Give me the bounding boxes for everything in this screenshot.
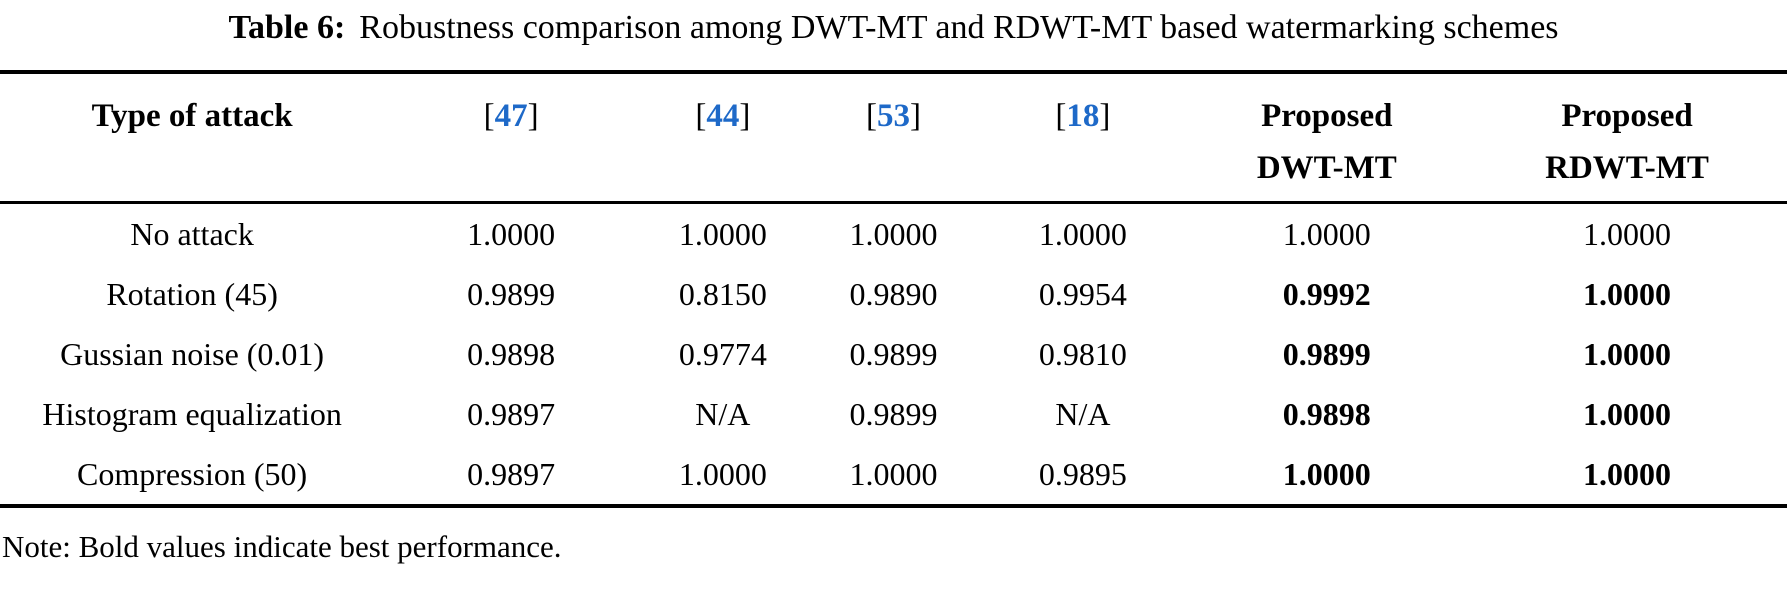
bracket: ] — [527, 98, 539, 134]
bracket: ] — [1099, 98, 1111, 134]
table-row-compression: Compression (50) 0.9897 1.0000 1.0000 0.… — [0, 444, 1787, 506]
table-header-row: Type of attack [47] [44] [53] [18] Propo… — [0, 72, 1787, 202]
table-caption: Table 6: Robustness comparison among DWT-… — [0, 4, 1787, 70]
proposed-dwt-line2: DWT-MT — [1256, 150, 1397, 186]
value-cell: 0.9897 — [467, 455, 556, 492]
attack-type-cell: Histogram equalization — [42, 395, 342, 432]
value-cell: 0.8150 — [678, 275, 767, 312]
value-cell: 1.0000 — [1583, 335, 1672, 372]
table-row-histogram-equalization: Histogram equalization 0.9897 N/A 0.9899… — [0, 384, 1787, 444]
table-caption-label: Table 6: — [228, 9, 346, 46]
citation-link-44[interactable]: 44 — [706, 98, 740, 134]
proposed-dwt-line1: Proposed — [1261, 98, 1393, 134]
table-note: Note: Bold values indicate best performa… — [2, 528, 562, 564]
value-cell: 1.0000 — [849, 215, 938, 252]
attack-type-cell: Compression (50) — [77, 455, 308, 492]
value-cell: 0.9898 — [467, 335, 556, 372]
proposed-rdwt-line2: RDWT-MT — [1545, 150, 1709, 186]
value-cell: 0.9890 — [849, 275, 938, 312]
table-caption-text: Robustness comparison among DWT-MT and R… — [359, 9, 1559, 46]
value-cell: 1.0000 — [678, 455, 767, 492]
col-header-citation-44: [44] — [638, 72, 808, 202]
col-header-proposed-rdwt-mt: Proposed RDWT-MT — [1467, 72, 1787, 202]
robustness-comparison-table: Type of attack [47] [44] [53] [18] Propo… — [0, 70, 1787, 508]
table-row-no-attack: No attack 1.0000 1.0000 1.0000 1.0000 1.… — [0, 202, 1787, 264]
attack-type-cell: No attack — [130, 215, 254, 252]
attack-type-cell: Rotation (45) — [106, 275, 278, 312]
value-cell: 0.9992 — [1282, 275, 1371, 312]
value-cell: 0.9899 — [849, 335, 938, 372]
attack-type-cell: Gussian noise (0.01) — [60, 335, 325, 372]
col-header-proposed-dwt-mt: Proposed DWT-MT — [1187, 72, 1468, 202]
value-cell: 0.9899 — [1282, 335, 1371, 372]
col-header-citation-53: [53] — [808, 72, 980, 202]
table-row-rotation: Rotation (45) 0.9899 0.8150 0.9890 0.995… — [0, 264, 1787, 324]
bracket: ] — [739, 98, 751, 134]
col-header-citation-47: [47] — [384, 72, 638, 202]
value-cell: 1.0000 — [1583, 455, 1672, 492]
value-cell: N/A — [695, 395, 751, 432]
bracket: [ — [1055, 98, 1067, 134]
value-cell: 1.0000 — [678, 215, 767, 252]
citation-link-53[interactable]: 53 — [876, 98, 910, 134]
value-cell: 0.9899 — [467, 275, 556, 312]
value-cell: 1.0000 — [849, 455, 938, 492]
value-cell: 1.0000 — [1282, 455, 1371, 492]
bracket: [ — [695, 98, 707, 134]
value-cell: 0.9810 — [1038, 335, 1127, 372]
value-cell: 0.9897 — [467, 395, 556, 432]
value-cell: N/A — [1055, 395, 1111, 432]
value-cell: 1.0000 — [1038, 215, 1127, 252]
value-cell: 0.9898 — [1282, 395, 1371, 432]
value-cell: 1.0000 — [1583, 395, 1672, 432]
citation-link-47[interactable]: 47 — [494, 98, 528, 134]
citation-link-18[interactable]: 18 — [1066, 98, 1100, 134]
bracket: ] — [909, 98, 921, 134]
value-cell: 1.0000 — [1583, 215, 1672, 252]
value-cell: 1.0000 — [1282, 215, 1371, 252]
value-cell: 0.9899 — [849, 395, 938, 432]
col-header-citation-18: [18] — [979, 72, 1186, 202]
bracket: [ — [483, 98, 495, 134]
value-cell: 0.9895 — [1038, 455, 1127, 492]
value-cell: 1.0000 — [467, 215, 556, 252]
proposed-rdwt-line1: Proposed — [1561, 98, 1693, 134]
value-cell: 0.9774 — [678, 335, 767, 372]
value-cell: 1.0000 — [1583, 275, 1672, 312]
table-row-gaussian-noise: Gussian noise (0.01) 0.9898 0.9774 0.989… — [0, 324, 1787, 384]
bracket: [ — [865, 98, 877, 134]
col-header-type-of-attack: Type of attack — [91, 98, 293, 134]
value-cell: 0.9954 — [1038, 275, 1127, 312]
